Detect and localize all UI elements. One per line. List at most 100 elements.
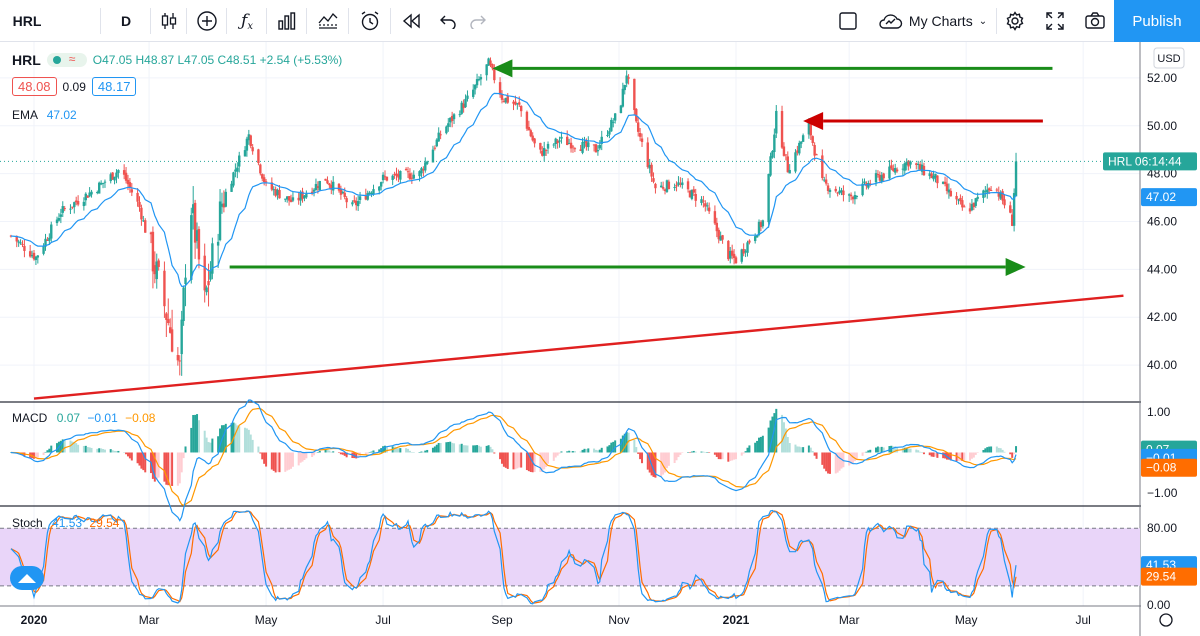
- price-tick-label: 46.00: [1147, 215, 1177, 229]
- my-charts-button[interactable]: My Charts ⌄: [870, 0, 994, 42]
- templates-icon[interactable]: [312, 0, 344, 42]
- symbol-search-button[interactable]: HRL: [12, 13, 42, 29]
- candle-body: [974, 198, 977, 206]
- undo-icon[interactable]: [434, 0, 462, 42]
- macd-hist-bar: [477, 445, 480, 453]
- candle-body: [418, 171, 421, 177]
- chart-type-candles-icon[interactable]: [154, 0, 184, 42]
- snapshot-camera-icon[interactable]: [1080, 0, 1110, 42]
- candle-body: [936, 175, 939, 184]
- macd-legend[interactable]: MACD 0.07 −0.01 −0.08: [12, 411, 155, 425]
- candle-body: [824, 179, 828, 184]
- macd-hist-bar: [566, 451, 569, 453]
- macd-hist-bar: [717, 452, 720, 460]
- macd-hist-bar: [813, 452, 816, 456]
- macd-hist-bar: [103, 449, 106, 453]
- macd-hist-bar: [692, 450, 695, 453]
- macd-hist-bar: [850, 452, 853, 465]
- candle-body: [316, 186, 320, 188]
- candle-body: [420, 168, 423, 174]
- macd-hist-bar: [499, 452, 502, 460]
- candle-body: [167, 319, 170, 324]
- macd-hist-bar: [217, 436, 220, 453]
- candle-body: [989, 190, 993, 192]
- candle-body: [383, 176, 387, 178]
- tradingview-logo[interactable]: [10, 566, 44, 590]
- candle-body: [869, 183, 872, 185]
- macd-hist-bar: [880, 446, 883, 453]
- compare-add-symbol-icon[interactable]: [192, 0, 222, 42]
- candle-body: [385, 176, 389, 181]
- fullscreen-icon[interactable]: [1040, 0, 1070, 42]
- macd-hist-bar: [209, 442, 212, 453]
- candle-body: [475, 79, 479, 86]
- candlestick-chart[interactable]: USD52.0050.0048.0046.0044.0042.0040.001.…: [0, 42, 1200, 636]
- candle-body: [878, 174, 882, 181]
- macd-hist-bar: [63, 439, 66, 453]
- candle-body: [487, 58, 490, 66]
- layout-square-icon[interactable]: [834, 0, 862, 42]
- macd-hist-bar: [986, 447, 989, 453]
- macd-hist-bar: [821, 452, 824, 465]
- settings-gear-icon[interactable]: [1000, 0, 1030, 42]
- publish-button[interactable]: Publish: [1114, 0, 1200, 42]
- ask-price-button[interactable]: 48.17: [91, 77, 137, 96]
- candle-body: [291, 197, 295, 201]
- macd-hist-bar: [190, 427, 193, 453]
- macd-hist-bar: [708, 452, 711, 453]
- candle-body: [445, 126, 448, 134]
- macd-hist-bar: [773, 413, 776, 453]
- macd-hist-bar: [512, 452, 515, 470]
- bid-price-button[interactable]: 48.08: [12, 77, 57, 96]
- candle-body: [694, 194, 697, 201]
- macd-hist-bar: [431, 447, 434, 453]
- macd-hist-bar: [230, 423, 233, 453]
- candle-body: [297, 197, 300, 201]
- redo-icon[interactable]: [464, 0, 492, 42]
- candle-body: [566, 136, 569, 146]
- symbol-legend: HRL O47.05 H48.87 L47.05 C48.51 +2.54 (+…: [12, 52, 342, 68]
- candle-body: [592, 144, 596, 146]
- stoch-k-value: 41.53: [52, 516, 83, 530]
- macd-hist-bar: [305, 452, 308, 459]
- candle-body: [784, 154, 788, 156]
- replay-rewind-icon[interactable]: [396, 0, 426, 42]
- candle-body: [740, 249, 743, 262]
- candle-body: [512, 101, 515, 104]
- candle-body: [57, 217, 61, 221]
- macd-hist-bar: [113, 450, 116, 453]
- macd-signal-line: [10, 407, 1017, 506]
- chart-area[interactable]: USD 52.00 50.00 48.00 46.00 44.00 42.00 40.00 1.…: [0, 42, 1200, 636]
- macd-hist-bar: [462, 445, 465, 453]
- market-status-icon[interactable]: [46, 52, 87, 67]
- legend-symbol[interactable]: HRL: [12, 52, 41, 68]
- macd-hist-bar: [865, 451, 868, 453]
- macd-hist-bar: [194, 414, 197, 453]
- stoch-legend[interactable]: Stoch 41.53 29.54: [12, 516, 119, 530]
- candle-body: [224, 191, 228, 207]
- macd-hist-bar: [410, 452, 413, 453]
- candle-body: [786, 156, 789, 173]
- macd-hist-bar: [203, 430, 206, 453]
- candle-body: [341, 191, 345, 194]
- financials-bar-icon[interactable]: [272, 0, 302, 42]
- ema-legend[interactable]: EMA 47.02: [12, 108, 77, 122]
- macd-hist-bar: [399, 448, 402, 453]
- candle-body: [165, 313, 168, 320]
- alert-clock-icon[interactable]: [354, 0, 386, 42]
- macd-hist-bar: [326, 450, 329, 453]
- macd-value-3: −0.08: [125, 411, 156, 425]
- macd-hist-bar: [301, 452, 304, 462]
- candle-body: [732, 253, 736, 259]
- interval-button[interactable]: D: [120, 13, 132, 29]
- candle-body: [596, 150, 600, 152]
- macd-hist-bar: [861, 452, 864, 456]
- macd-hist-bar: [560, 451, 563, 453]
- price-tick-label: 42.00: [1147, 310, 1177, 324]
- candle-body: [466, 95, 469, 99]
- macd-hist-bar: [825, 452, 828, 472]
- macd-hist-bar: [364, 452, 367, 456]
- candle-body: [663, 189, 667, 191]
- macd-hist-bar: [840, 452, 843, 469]
